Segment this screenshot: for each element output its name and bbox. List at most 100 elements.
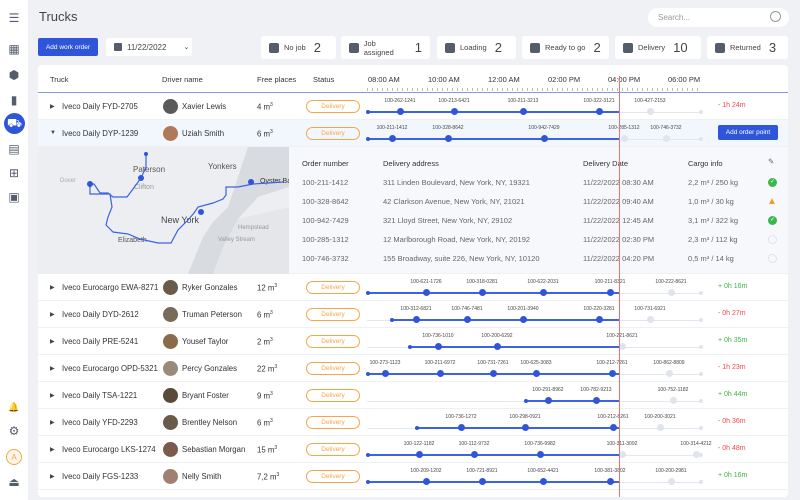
order-point[interactable] bbox=[388, 135, 396, 142]
expand-toggle[interactable]: ▶ bbox=[50, 393, 55, 399]
table-row[interactable]: ▶ Iveco Eurocargo LKS-1274 Sebastian Mor… bbox=[38, 436, 788, 463]
order-point[interactable] bbox=[532, 370, 540, 377]
order-point[interactable] bbox=[422, 478, 430, 485]
tick-mark bbox=[462, 88, 463, 91]
box-icon[interactable]: ⬢ bbox=[8, 68, 20, 82]
table-row[interactable]: ▶ Iveco Daily PRE-5241 Yousef Taylor 2 m… bbox=[38, 328, 788, 355]
order-point[interactable] bbox=[646, 316, 654, 323]
expand-toggle[interactable]: ▶ bbox=[50, 312, 55, 318]
order-point[interactable] bbox=[606, 478, 614, 485]
expand-toggle[interactable]: ▶ bbox=[50, 339, 55, 345]
order-point[interactable] bbox=[667, 289, 675, 296]
expand-toggle[interactable]: ▶ bbox=[50, 285, 55, 291]
order-point[interactable] bbox=[422, 289, 430, 296]
order-point[interactable] bbox=[489, 370, 497, 377]
order-point[interactable] bbox=[470, 451, 478, 458]
order-point[interactable] bbox=[608, 370, 616, 377]
order-point[interactable] bbox=[618, 343, 626, 350]
status-chip-ready-to-go[interactable]: Ready to go 2 bbox=[522, 36, 609, 59]
add-work-order-button[interactable]: Add work order bbox=[38, 38, 98, 56]
order-point[interactable] bbox=[381, 370, 389, 377]
order-point[interactable] bbox=[606, 289, 614, 296]
order-point[interactable] bbox=[620, 135, 628, 142]
order-point[interactable] bbox=[618, 451, 626, 458]
menu-icon[interactable]: ☰ bbox=[8, 11, 20, 25]
table-row[interactable]: ▶ Iveco Daily FGS-1233 Nelly Smith 7,2 m… bbox=[38, 463, 788, 490]
globe-icon[interactable]: ⊞ bbox=[8, 166, 20, 180]
truck-name: Iveco Daily PRE-5241 bbox=[62, 337, 139, 346]
order-point-label: 100-209-1202 bbox=[410, 468, 442, 474]
edit-icon[interactable]: ✎ bbox=[768, 157, 775, 166]
delay-indicator: + 0h 44m bbox=[718, 391, 748, 398]
bag-icon[interactable]: ▮ bbox=[10, 93, 18, 107]
order-point[interactable] bbox=[434, 343, 442, 350]
route-map[interactable]: Paterson Yonkers Clifton Oyster Bay Dover New… bbox=[38, 147, 289, 274]
table-row[interactable]: ▶ Iveco Eurocargo OPD-5321 Percy Gonzale… bbox=[38, 355, 788, 382]
order-point[interactable] bbox=[592, 397, 600, 404]
order-point[interactable] bbox=[539, 478, 547, 485]
expand-toggle[interactable]: ▶ bbox=[50, 420, 55, 426]
status-chip-no-job[interactable]: No job 2 bbox=[261, 36, 336, 59]
order-point-label: 100-291-8962 bbox=[532, 387, 564, 393]
date-picker[interactable]: 11/22/2022 ⌄ bbox=[106, 38, 192, 56]
table-row[interactable]: ▼ Iveco Daily DYP-1239 Uziah Smith 6 m3 … bbox=[38, 120, 788, 147]
order-point[interactable] bbox=[493, 343, 501, 350]
truck-icon[interactable]: ⛟ bbox=[4, 113, 25, 134]
order-point[interactable] bbox=[692, 451, 700, 458]
order-point[interactable] bbox=[544, 397, 552, 404]
order-point[interactable] bbox=[656, 424, 664, 431]
table-row[interactable]: ▶ Iveco Daily YFD-2293 Brentley Nelson 6… bbox=[38, 409, 788, 436]
status-chip-returned[interactable]: Returned 3 bbox=[707, 36, 788, 59]
order-point[interactable] bbox=[396, 108, 404, 115]
add-order-point-button[interactable]: Add order point bbox=[718, 125, 778, 140]
order-point[interactable] bbox=[478, 289, 486, 296]
avatar[interactable]: A bbox=[6, 449, 22, 465]
order-point[interactable] bbox=[436, 370, 444, 377]
order-point[interactable] bbox=[519, 108, 527, 115]
order-point[interactable] bbox=[667, 478, 675, 485]
order-point[interactable] bbox=[536, 451, 544, 458]
bell-icon[interactable]: 🔔 bbox=[8, 401, 20, 412]
status-chip-loading[interactable]: Loading 2 bbox=[437, 36, 516, 59]
gear-icon[interactable]: ⚙ bbox=[8, 424, 20, 438]
order-point[interactable] bbox=[478, 478, 486, 485]
order-point[interactable] bbox=[595, 316, 603, 323]
search-input[interactable]: Search... bbox=[648, 8, 789, 27]
status-chip-delivery[interactable]: Delivery 10 bbox=[615, 36, 701, 59]
order-point[interactable] bbox=[646, 108, 654, 115]
order-point[interactable] bbox=[519, 316, 527, 323]
order-point[interactable] bbox=[662, 135, 670, 142]
order-point[interactable] bbox=[463, 316, 471, 323]
table-row[interactable]: ▶ Iveco Eurocargo EWA-8271 Ryker Gonzale… bbox=[38, 274, 788, 301]
order-point-label: 100-328-8642 bbox=[432, 125, 464, 131]
order-point[interactable] bbox=[444, 135, 452, 142]
order-point[interactable] bbox=[609, 424, 617, 431]
order-point[interactable] bbox=[521, 424, 529, 431]
chat-icon[interactable]: ▣ bbox=[8, 190, 20, 204]
table-row[interactable]: ▶ Iveco Daily DYD-2612 Truman Peterson 6… bbox=[38, 301, 788, 328]
time-tick-label: 06:00 PM bbox=[668, 75, 701, 84]
order-point[interactable] bbox=[595, 108, 603, 115]
order-point[interactable] bbox=[415, 451, 423, 458]
order-point[interactable] bbox=[412, 316, 420, 323]
expand-toggle[interactable]: ▶ bbox=[50, 447, 55, 453]
order-point[interactable] bbox=[450, 108, 458, 115]
table-row[interactable]: ▶ Iveco Daily TSA-1221 Bryant Foster 9 m… bbox=[38, 382, 788, 409]
order-point[interactable] bbox=[457, 424, 465, 431]
status-chip-job-assigned[interactable]: Job assigned 1 bbox=[341, 36, 430, 59]
order-point[interactable] bbox=[665, 370, 673, 377]
collapse-toggle[interactable]: ▼ bbox=[50, 130, 56, 136]
order-point[interactable] bbox=[539, 289, 547, 296]
expand-toggle[interactable]: ▶ bbox=[50, 104, 55, 110]
logout-icon[interactable]: ⏏ bbox=[8, 475, 20, 489]
pending-spinner-icon bbox=[768, 254, 777, 263]
order-point[interactable] bbox=[669, 397, 677, 404]
table-row[interactable]: ▶ Iveco Daily FYD-2705 Xavier Lewis 4 m3… bbox=[38, 93, 788, 120]
grid-icon[interactable]: ▦ bbox=[8, 42, 20, 56]
chart-icon[interactable]: ▤ bbox=[8, 142, 20, 156]
status-badge: Delivery bbox=[306, 335, 360, 348]
expand-toggle[interactable]: ▶ bbox=[50, 474, 55, 480]
order-point[interactable] bbox=[540, 135, 548, 142]
expand-toggle[interactable]: ▶ bbox=[50, 366, 55, 372]
search-icon[interactable] bbox=[770, 11, 781, 22]
